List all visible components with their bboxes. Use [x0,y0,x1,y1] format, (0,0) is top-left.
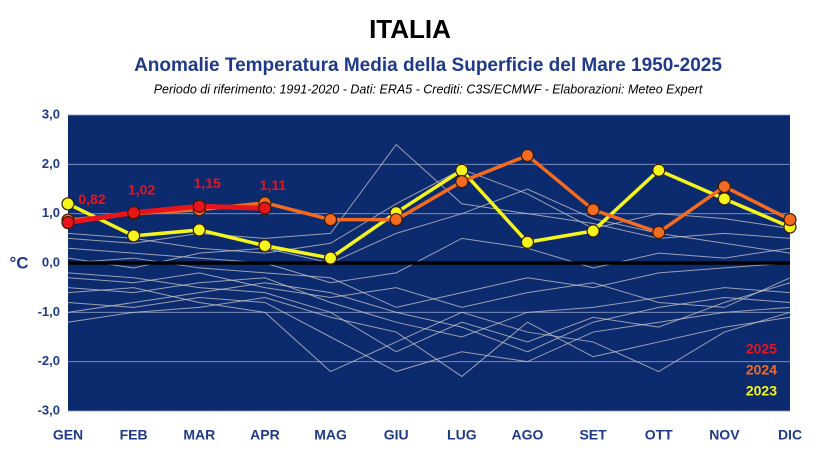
marker [717,192,731,206]
y-tick-label: -3,0 [38,402,60,417]
marker [455,175,469,189]
marker [586,224,600,238]
background-line [67,297,791,373]
x-tick-label: MAR [183,427,215,443]
background-line [67,257,791,308]
marker [717,179,731,194]
marker [652,225,666,240]
series-line [67,167,791,260]
marker [127,206,141,220]
x-tick-label: AGO [512,427,544,443]
legend-label: 2023 [746,383,777,399]
y-tick-label: 2,0 [42,156,60,171]
background-line [67,237,791,284]
x-tick-label: DIC [778,427,802,443]
background-line [67,188,791,269]
x-tick-label: APR [250,427,280,443]
x-tick-label: FEB [120,427,148,443]
chart-subtitle: Anomalie Temperatura Media della Superfi… [134,55,722,76]
data-label: 1,02 [128,181,155,197]
marker [389,212,403,227]
y-tick-label: 0,0 [42,254,60,269]
marker [520,235,535,249]
marker [61,215,75,230]
series-line [67,153,791,235]
marker [323,212,338,227]
series-line [67,203,265,226]
marker [455,163,469,177]
chart-caption: Periodo di riferimento: 1991-2020 - Dati… [154,82,703,96]
data-label: 1,11 [260,177,287,193]
marker [192,199,206,213]
background-line [67,272,791,308]
background-line [67,287,791,373]
marker [586,203,600,217]
x-tick-label: GIU [384,427,409,443]
y-axis-label: °C [9,253,28,272]
marker [258,201,272,215]
x-tick-label: MAG [314,427,347,443]
x-tick-label: GEN [53,427,83,443]
background-line [67,282,791,353]
chart-title: ITALIA [369,14,451,44]
legend-label: 2024 [746,362,777,378]
background-line [67,143,791,244]
marker [652,163,666,177]
legend-label: 2025 [746,341,777,357]
y-tick-label: 3,0 [42,106,60,121]
marker [783,212,797,227]
marker [61,197,75,211]
background-line [67,272,791,353]
background-line [67,297,791,378]
y-tick-label: -1,0 [38,304,60,319]
background-line [67,277,791,338]
marker [323,251,338,265]
marker [127,229,141,243]
background-line [67,168,791,254]
marker [192,223,206,237]
x-tick-label: NOV [709,427,740,443]
marker [520,148,535,163]
data-label: 1,15 [194,175,221,191]
y-tick-label: -2,0 [38,353,60,368]
data-label: 0,82 [78,191,105,207]
x-tick-label: LUG [447,427,477,443]
x-tick-label: SET [579,427,607,443]
marker [258,239,272,253]
y-tick-label: 1,0 [42,205,60,220]
x-tick-label: OTT [645,427,673,443]
